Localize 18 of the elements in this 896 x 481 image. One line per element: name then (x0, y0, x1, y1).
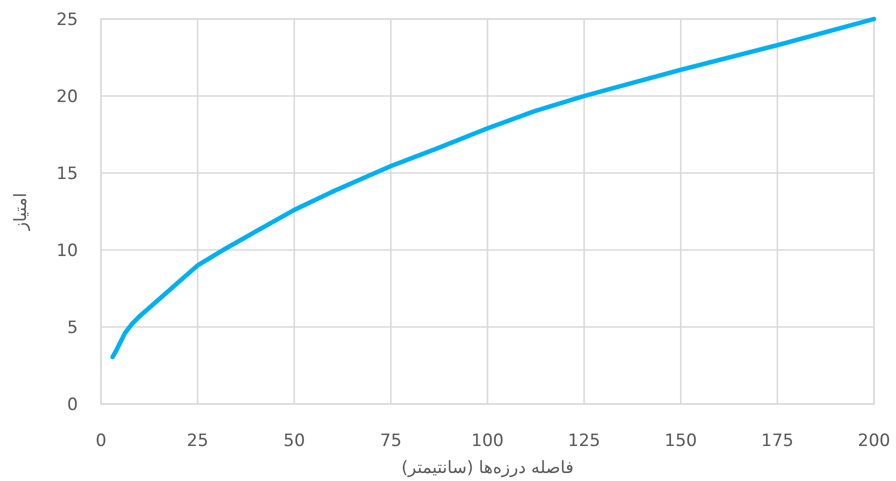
y-tick-label: 20 (56, 87, 78, 107)
x-axis-title: فاصله درزه‌ها (سانتیمتر) (401, 458, 574, 478)
x-tick-label: 150 (664, 431, 697, 451)
y-tick-label: 25 (56, 10, 78, 30)
x-tick-label: 175 (761, 431, 794, 451)
y-tick-label: 10 (56, 241, 78, 261)
y-tick-label: 5 (67, 318, 78, 338)
x-tick-label: 200 (858, 431, 890, 451)
y-tick-label: 15 (56, 164, 78, 184)
x-tick-label: 0 (96, 431, 106, 451)
x-tick-label: 25 (186, 431, 208, 451)
y-tick-label: 0 (67, 395, 78, 415)
x-tick-label: 50 (283, 431, 306, 451)
x-tick-label: 100 (471, 431, 504, 451)
x-tick-label: 125 (568, 431, 600, 451)
y-axis-title: امتیاز (11, 192, 31, 232)
x-tick-label: 75 (380, 431, 402, 451)
line-series (110, 16, 876, 360)
